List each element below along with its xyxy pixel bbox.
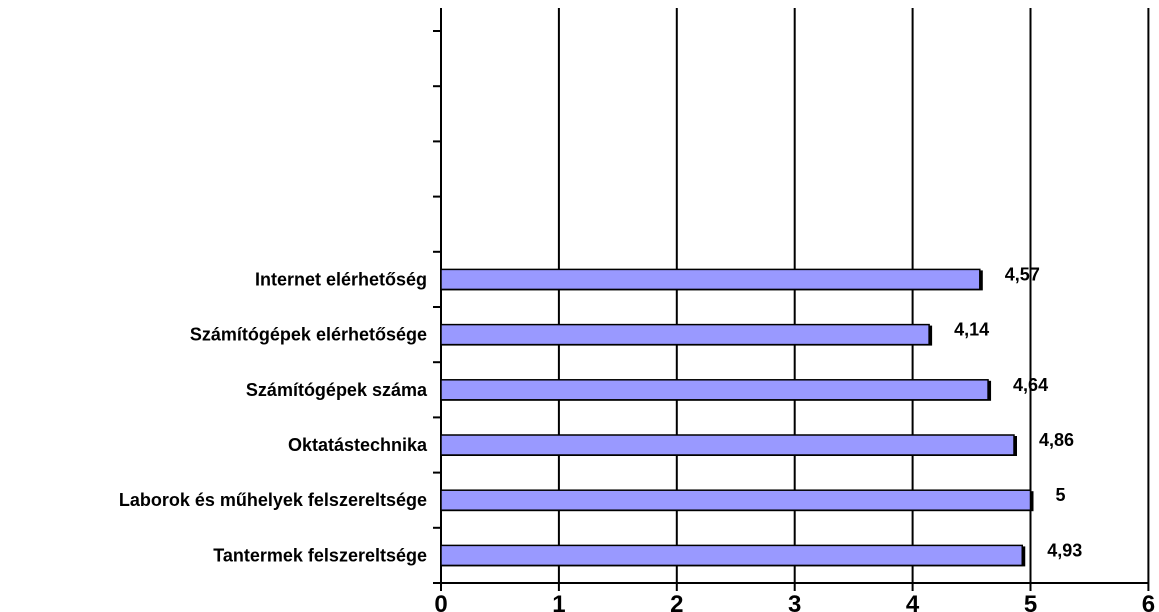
x-tick-label-1: 1: [552, 591, 565, 612]
x-tick-label-3: 3: [788, 591, 801, 612]
value-label-4: 5: [1056, 485, 1066, 505]
bar-1: [440, 323, 930, 346]
category-label-0: Internet elérhetőség: [255, 269, 427, 289]
x-tick-label-5: 5: [1024, 591, 1037, 612]
category-label-5: Tantermek felszereltsége: [213, 545, 427, 565]
value-label-2: 4,64: [1013, 375, 1048, 395]
bar-3: [440, 434, 1015, 456]
x-tick-label-4: 4: [906, 591, 920, 612]
value-label-3: 4,86: [1039, 430, 1074, 450]
category-label-4: Laborok és műhelyek felszereltsége: [119, 490, 427, 510]
x-tick-label-6: 6: [1142, 591, 1155, 612]
category-label-2: Számítógépek száma: [246, 380, 428, 400]
value-label-5: 4,93: [1047, 540, 1082, 560]
plot-area: 0 1 2 3 4 5 6 Internet elérhetőség 4,57 Számítógé…: [119, 8, 1155, 612]
bar-0: [440, 268, 981, 291]
x-tick-label-2: 2: [670, 591, 683, 612]
category-label-1: Számítógépek elérhetősége: [190, 325, 427, 345]
value-label-1: 4,14: [954, 320, 989, 340]
bar-2: [440, 379, 989, 401]
bar-4: [440, 489, 1032, 511]
x-tick-label-0: 0: [434, 591, 447, 612]
value-label-0: 4,57: [1005, 264, 1040, 284]
category-label-3: Oktatástechnika: [288, 435, 428, 455]
bar-5: [440, 544, 1023, 567]
